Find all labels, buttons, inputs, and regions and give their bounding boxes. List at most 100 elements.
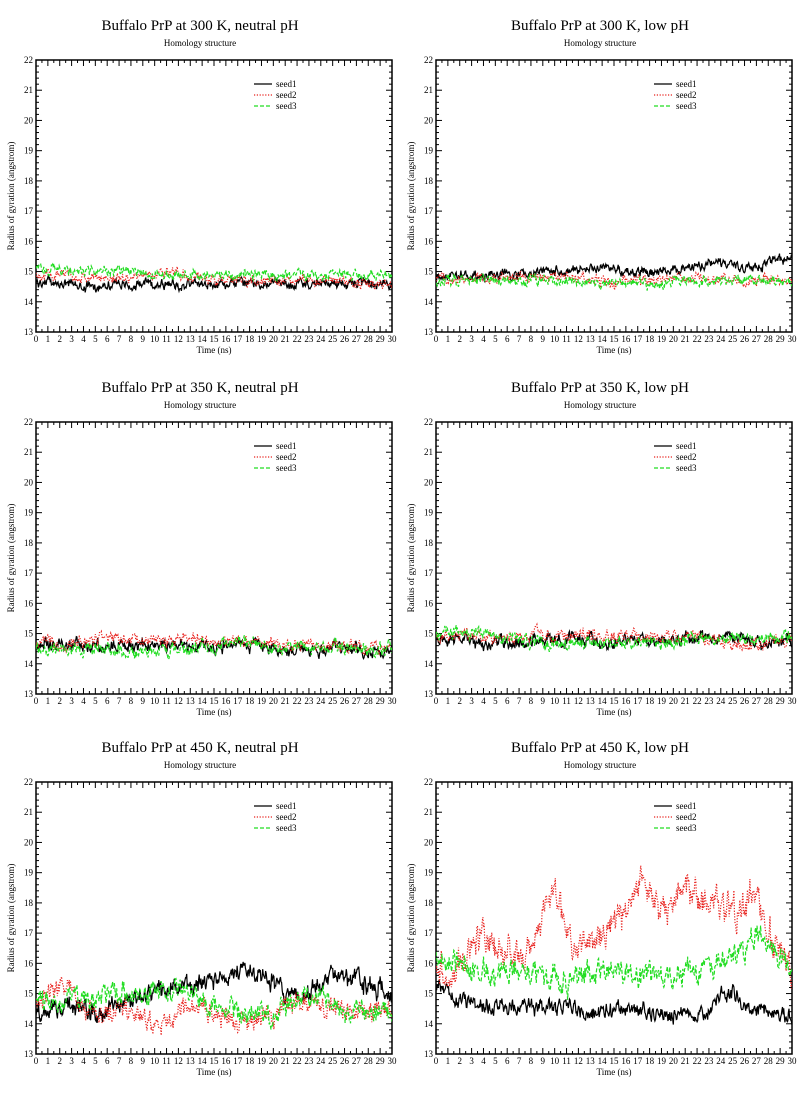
y-tick-label: 18 bbox=[424, 176, 434, 186]
y-axis-label: Radius of gyration (angstrom) bbox=[406, 504, 416, 613]
y-tick-label: 16 bbox=[24, 598, 34, 608]
x-tick-label: 24 bbox=[716, 334, 726, 344]
x-tick-label: 20 bbox=[669, 696, 679, 706]
series-group bbox=[436, 253, 792, 292]
x-tick-label: 16 bbox=[621, 334, 631, 344]
x-tick-label: 30 bbox=[788, 1056, 798, 1066]
y-tick-label: 21 bbox=[424, 447, 433, 457]
x-tick-label: 28 bbox=[764, 1056, 774, 1066]
legend-label-seed3: seed3 bbox=[276, 823, 297, 833]
x-tick-label: 26 bbox=[740, 334, 750, 344]
x-tick-label: 25 bbox=[728, 1056, 738, 1066]
series-group bbox=[36, 629, 392, 660]
x-tick-label: 11 bbox=[562, 334, 571, 344]
x-tick-label: 5 bbox=[93, 696, 98, 706]
x-tick-label: 27 bbox=[352, 334, 362, 344]
x-tick-label: 6 bbox=[505, 696, 510, 706]
x-tick-label: 1 bbox=[446, 696, 451, 706]
y-tick-label: 17 bbox=[24, 928, 34, 938]
y-tick-label: 21 bbox=[24, 85, 33, 95]
x-tick-label: 25 bbox=[328, 334, 338, 344]
x-tick-label: 1 bbox=[446, 334, 451, 344]
x-tick-label: 18 bbox=[245, 1056, 255, 1066]
x-tick-label: 16 bbox=[221, 696, 231, 706]
x-tick-label: 9 bbox=[141, 696, 146, 706]
y-tick-label: 17 bbox=[424, 928, 434, 938]
x-tick-label: 9 bbox=[141, 334, 146, 344]
x-tick-label: 23 bbox=[304, 334, 314, 344]
x-tick-label: 4 bbox=[481, 696, 486, 706]
x-tick-label: 12 bbox=[174, 334, 183, 344]
x-tick-label: 3 bbox=[69, 334, 74, 344]
series-line-seed3 bbox=[436, 925, 792, 1000]
legend-label-seed3: seed3 bbox=[676, 823, 697, 833]
chart-svg: Buffalo PrP at 450 K, neutral pH Homology… bbox=[6, 740, 397, 1077]
x-tick-label: 0 bbox=[434, 1056, 439, 1066]
x-tick-label: 13 bbox=[186, 334, 196, 344]
x-tick-label: 10 bbox=[550, 696, 560, 706]
x-tick-label: 8 bbox=[129, 1056, 134, 1066]
y-tick-label: 14 bbox=[424, 1019, 434, 1029]
x-tick-label: 17 bbox=[633, 1056, 643, 1066]
x-tick-label: 28 bbox=[764, 696, 774, 706]
chart-subtitle: Homology structure bbox=[164, 400, 236, 410]
legend-label-seed1: seed1 bbox=[276, 79, 297, 89]
x-tick-label: 4 bbox=[81, 334, 86, 344]
y-tick-label: 18 bbox=[424, 898, 434, 908]
y-tick-label: 17 bbox=[424, 206, 434, 216]
chart-panel-300k-low: Buffalo PrP at 300 K, low pH Homology str… bbox=[400, 0, 800, 360]
x-tick-label: 18 bbox=[245, 334, 255, 344]
x-tick-label: 0 bbox=[34, 334, 39, 344]
x-tick-label: 17 bbox=[233, 334, 243, 344]
x-tick-label: 15 bbox=[210, 1056, 220, 1066]
x-tick-label: 22 bbox=[693, 1056, 702, 1066]
x-tick-label: 3 bbox=[69, 1056, 74, 1066]
x-tick-label: 8 bbox=[529, 696, 534, 706]
x-tick-label: 12 bbox=[574, 1056, 583, 1066]
y-tick-label: 13 bbox=[24, 689, 34, 699]
series-group bbox=[36, 262, 392, 294]
x-tick-label: 12 bbox=[174, 696, 183, 706]
x-tick-label: 1 bbox=[46, 1056, 51, 1066]
x-tick-label: 9 bbox=[141, 1056, 146, 1066]
series-line-seed1 bbox=[36, 274, 392, 294]
x-tick-label: 14 bbox=[598, 696, 608, 706]
x-tick-label: 29 bbox=[376, 696, 386, 706]
x-tick-label: 13 bbox=[186, 1056, 196, 1066]
y-tick-label: 22 bbox=[424, 417, 433, 427]
x-tick-label: 29 bbox=[376, 334, 386, 344]
x-tick-label: 9 bbox=[541, 696, 546, 706]
x-tick-label: 5 bbox=[493, 696, 498, 706]
y-tick-label: 13 bbox=[424, 327, 434, 337]
y-tick-label: 18 bbox=[24, 538, 34, 548]
x-tick-label: 16 bbox=[621, 696, 631, 706]
y-tick-label: 20 bbox=[424, 837, 434, 847]
chart-subtitle: Homology structure bbox=[164, 760, 236, 770]
y-tick-label: 19 bbox=[24, 868, 34, 878]
x-tick-label: 5 bbox=[93, 334, 98, 344]
x-tick-label: 14 bbox=[598, 334, 608, 344]
x-tick-label: 26 bbox=[340, 334, 350, 344]
x-tick-label: 20 bbox=[669, 1056, 679, 1066]
chart-subtitle: Homology structure bbox=[564, 38, 636, 48]
x-tick-label: 13 bbox=[586, 1056, 596, 1066]
x-tick-label: 3 bbox=[469, 1056, 474, 1066]
y-tick-label: 21 bbox=[424, 807, 433, 817]
x-tick-label: 24 bbox=[716, 696, 726, 706]
x-tick-label: 17 bbox=[233, 696, 243, 706]
y-tick-label: 22 bbox=[24, 777, 33, 787]
chart-title: Buffalo PrP at 350 K, neutral pH bbox=[101, 380, 298, 396]
x-tick-label: 29 bbox=[776, 696, 786, 706]
y-tick-label: 13 bbox=[24, 327, 34, 337]
legend-label-seed3: seed3 bbox=[676, 463, 697, 473]
x-tick-label: 5 bbox=[493, 1056, 498, 1066]
x-tick-label: 23 bbox=[704, 1056, 714, 1066]
y-tick-label: 21 bbox=[24, 447, 33, 457]
x-tick-label: 7 bbox=[517, 1056, 522, 1066]
x-tick-label: 23 bbox=[704, 696, 714, 706]
series-group bbox=[436, 865, 792, 1025]
chart-subtitle: Homology structure bbox=[564, 760, 636, 770]
x-tick-label: 17 bbox=[233, 1056, 243, 1066]
x-tick-label: 30 bbox=[788, 334, 798, 344]
x-tick-label: 27 bbox=[352, 696, 362, 706]
